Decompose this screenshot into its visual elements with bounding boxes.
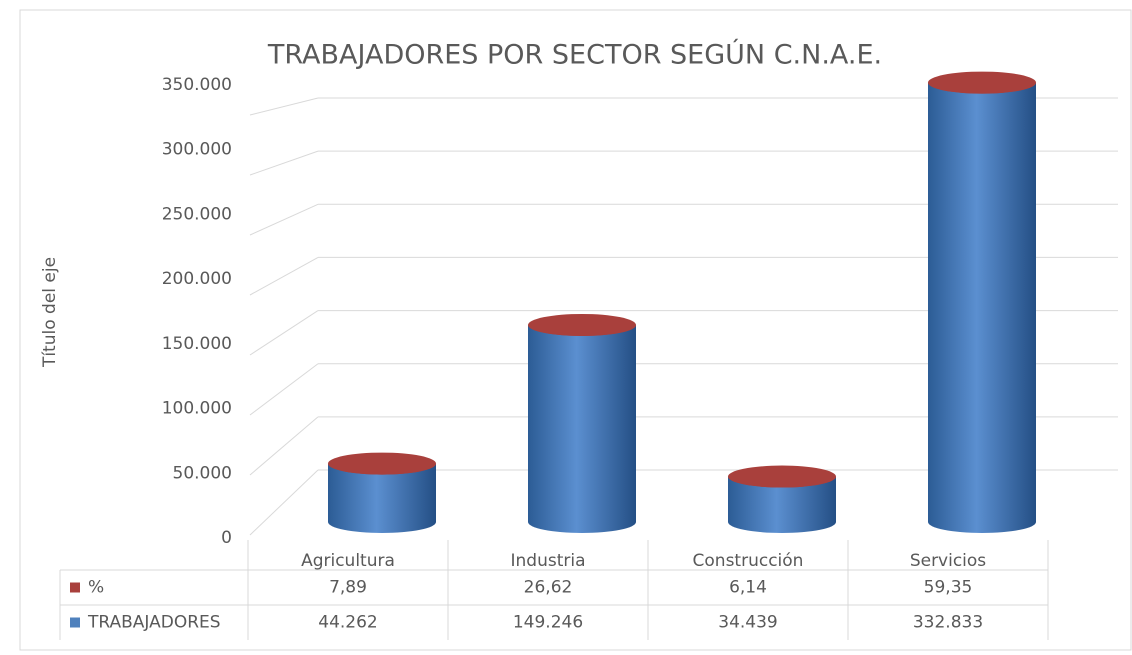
y-tick-label: 250.000 [162, 204, 232, 224]
legend-key [70, 617, 80, 628]
category-label: Agricultura [301, 551, 395, 571]
cylinder [928, 82, 1036, 534]
cylinder [528, 313, 636, 336]
cylinder-part [928, 82, 1036, 534]
table-value: 6,14 [729, 578, 767, 598]
y-tick-label: 50.000 [173, 463, 232, 483]
cylinder-part [528, 313, 636, 336]
y-tick-label: 300.000 [162, 140, 232, 160]
y-axis-title: Título del eje [40, 257, 60, 368]
legend-label: TRABAJADORES [87, 613, 221, 633]
y-tick-label: 200.000 [162, 269, 232, 289]
category-label: Servicios [910, 551, 986, 571]
legend-key [70, 582, 80, 593]
grid-line-side [249, 363, 319, 416]
table-value: 149.246 [513, 613, 583, 633]
grid-line-side [249, 203, 319, 236]
category-label: Construcción [693, 551, 804, 571]
category-label: Industria [510, 551, 585, 571]
cylinder [328, 463, 436, 533]
table-value: 332.833 [913, 613, 983, 633]
grid-line-side [249, 150, 319, 176]
cylinder-part [728, 476, 836, 533]
chart-title: TRABAJADORES POR SECTOR SEGÚN C.N.A.E. [267, 39, 882, 71]
cylinder [928, 71, 1036, 94]
grid-line-side [249, 97, 319, 116]
cylinder [728, 476, 836, 533]
grid-line-side [249, 310, 319, 356]
cylinder [528, 324, 636, 533]
table-value: 26,62 [524, 578, 573, 598]
y-tick-label: 100.000 [162, 399, 232, 419]
legend-label: % [88, 578, 104, 598]
grid-line-side [249, 256, 319, 296]
table-value: 34.439 [718, 613, 777, 633]
table-value: 7,89 [329, 578, 367, 598]
grid-line-side [249, 469, 319, 536]
y-tick-label: 0 [221, 528, 232, 548]
cylinder-part [728, 465, 836, 488]
table-value: 44.262 [318, 613, 377, 633]
cylinder-part [328, 452, 436, 475]
cylinder [728, 465, 836, 488]
y-tick-label: 350.000 [162, 75, 232, 95]
cylinder-part [328, 463, 436, 533]
y-tick-label: 150.000 [162, 334, 232, 354]
cylinder-part [928, 71, 1036, 94]
table-value: 59,35 [924, 578, 973, 598]
cylinder-part [528, 324, 636, 533]
grid-line-side [249, 416, 319, 476]
cylinder [328, 452, 436, 475]
